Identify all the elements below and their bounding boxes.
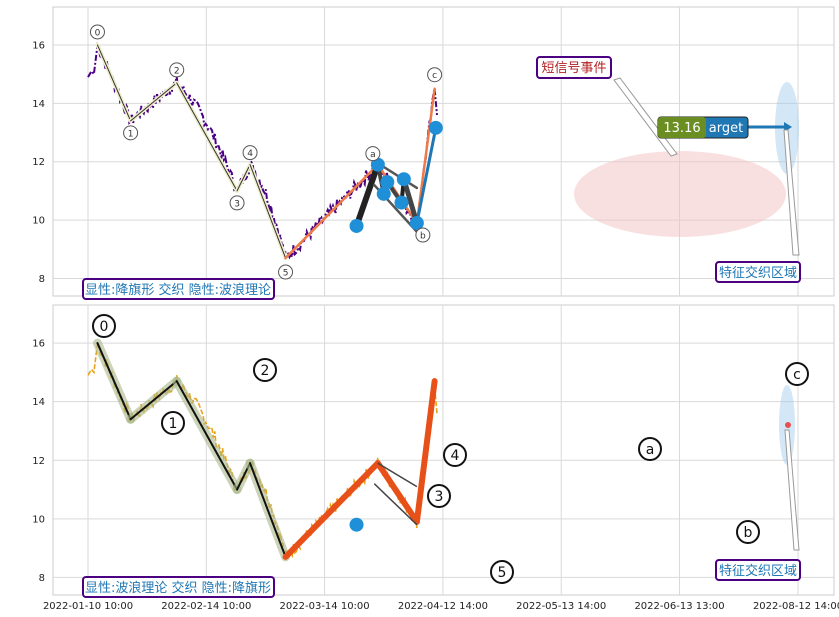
top-legend-text: 显性:降旗形 交织 隐性:波浪理论 bbox=[85, 282, 271, 298]
flag-point bbox=[349, 218, 364, 233]
top-flag-pattern bbox=[349, 120, 443, 234]
wave-label: 4 bbox=[451, 448, 460, 464]
flag-point bbox=[394, 195, 409, 210]
bottom-panel-frame bbox=[52, 304, 835, 596]
flag-point bbox=[349, 517, 364, 532]
x-tick-label: 2022-03-14 10:00 bbox=[280, 601, 370, 612]
wave-label: 3 bbox=[234, 199, 240, 209]
wave-label: a bbox=[646, 442, 655, 458]
bottom-grid bbox=[53, 305, 834, 595]
bottom-legend-text: 显性:波浪理论 交织 隐性:降旗形 bbox=[85, 580, 271, 596]
wave-label: 1 bbox=[169, 416, 178, 432]
y-tick-label: 14 bbox=[32, 397, 45, 408]
y-axis-ticks: 8 10 12 14 16 8 10 12 14 16 bbox=[32, 40, 45, 583]
short-signal-label: 短信号事件 bbox=[541, 61, 606, 76]
wave-label: a bbox=[370, 150, 376, 160]
target-annotation: 13.16 arget bbox=[657, 116, 792, 139]
x-tick-label: 2022-04-12 14:00 bbox=[398, 601, 488, 612]
y-tick-label: 10 bbox=[32, 216, 45, 227]
target-word-label: arget bbox=[709, 121, 743, 136]
wave-label: 5 bbox=[283, 269, 289, 279]
bottom-wave-lines bbox=[92, 338, 438, 562]
wave-label: 0 bbox=[95, 28, 101, 38]
bottom-zone-annotation: 特征交织区域 bbox=[715, 429, 801, 581]
wave-label: 2 bbox=[174, 66, 180, 76]
wave-label: 4 bbox=[247, 149, 253, 159]
flag-point bbox=[396, 172, 411, 187]
wave-label: 2 bbox=[261, 363, 270, 379]
top-highlight-zones bbox=[574, 82, 799, 237]
x-axis-ticks: 2022-01-10 10:00 2022-02-14 10:00 2022-03-… bbox=[43, 601, 839, 612]
top-legend-box: 显性:降旗形 交织 隐性:波浪理论 bbox=[82, 278, 275, 300]
y-tick-label: 16 bbox=[32, 339, 45, 350]
wave-label: 1 bbox=[128, 129, 134, 139]
top-wave-labels: 0 1 2 3 4 5 a b c bbox=[89, 24, 443, 280]
flag-point bbox=[376, 186, 391, 201]
x-tick-label: 2022-08-12 14:00 bbox=[753, 601, 839, 612]
wave-label: b bbox=[420, 232, 426, 242]
y-tick-label: 8 bbox=[39, 274, 45, 285]
wave-label: b bbox=[744, 525, 753, 541]
x-tick-label: 2022-05-13 14:00 bbox=[516, 601, 606, 612]
y-tick-label: 12 bbox=[32, 456, 45, 467]
top-zone-annotation: 特征交织区域 bbox=[715, 129, 801, 283]
x-tick-label: 2022-02-14 10:00 bbox=[161, 601, 251, 612]
flag-point bbox=[370, 157, 385, 172]
y-tick-label: 8 bbox=[39, 573, 45, 584]
wave-label: 5 bbox=[498, 565, 507, 581]
target-value-label: 13.16 bbox=[663, 121, 700, 136]
bottom-flag-lines bbox=[349, 385, 795, 532]
wave-label: 3 bbox=[435, 489, 444, 505]
wave-label: 0 bbox=[100, 319, 109, 335]
top-zone-label: 特征交织区域 bbox=[719, 265, 797, 281]
flag-point bbox=[409, 216, 424, 231]
top-grid bbox=[53, 7, 834, 296]
y-tick-label: 16 bbox=[32, 40, 45, 51]
wave-label: c bbox=[432, 71, 437, 81]
y-tick-label: 12 bbox=[32, 157, 45, 168]
flag-point bbox=[428, 120, 443, 135]
bottom-legend-box: 显性:波浪理论 交织 隐性:降旗形 bbox=[82, 576, 275, 598]
flag-point bbox=[380, 175, 395, 190]
top-panel-frame bbox=[52, 6, 835, 297]
wave-label: c bbox=[793, 367, 801, 383]
bottom-wave-labels: 0 1 2 3 4 5 a b c bbox=[92, 314, 809, 584]
y-tick-label: 14 bbox=[32, 99, 45, 110]
bottom-zone-label: 特征交织区域 bbox=[719, 563, 797, 579]
y-tick-label: 10 bbox=[32, 514, 45, 525]
x-tick-label: 2022-06-13 13:00 bbox=[634, 601, 724, 612]
x-tick-label: 2022-01-10 10:00 bbox=[43, 601, 133, 612]
top-wave-lines bbox=[95, 42, 436, 261]
